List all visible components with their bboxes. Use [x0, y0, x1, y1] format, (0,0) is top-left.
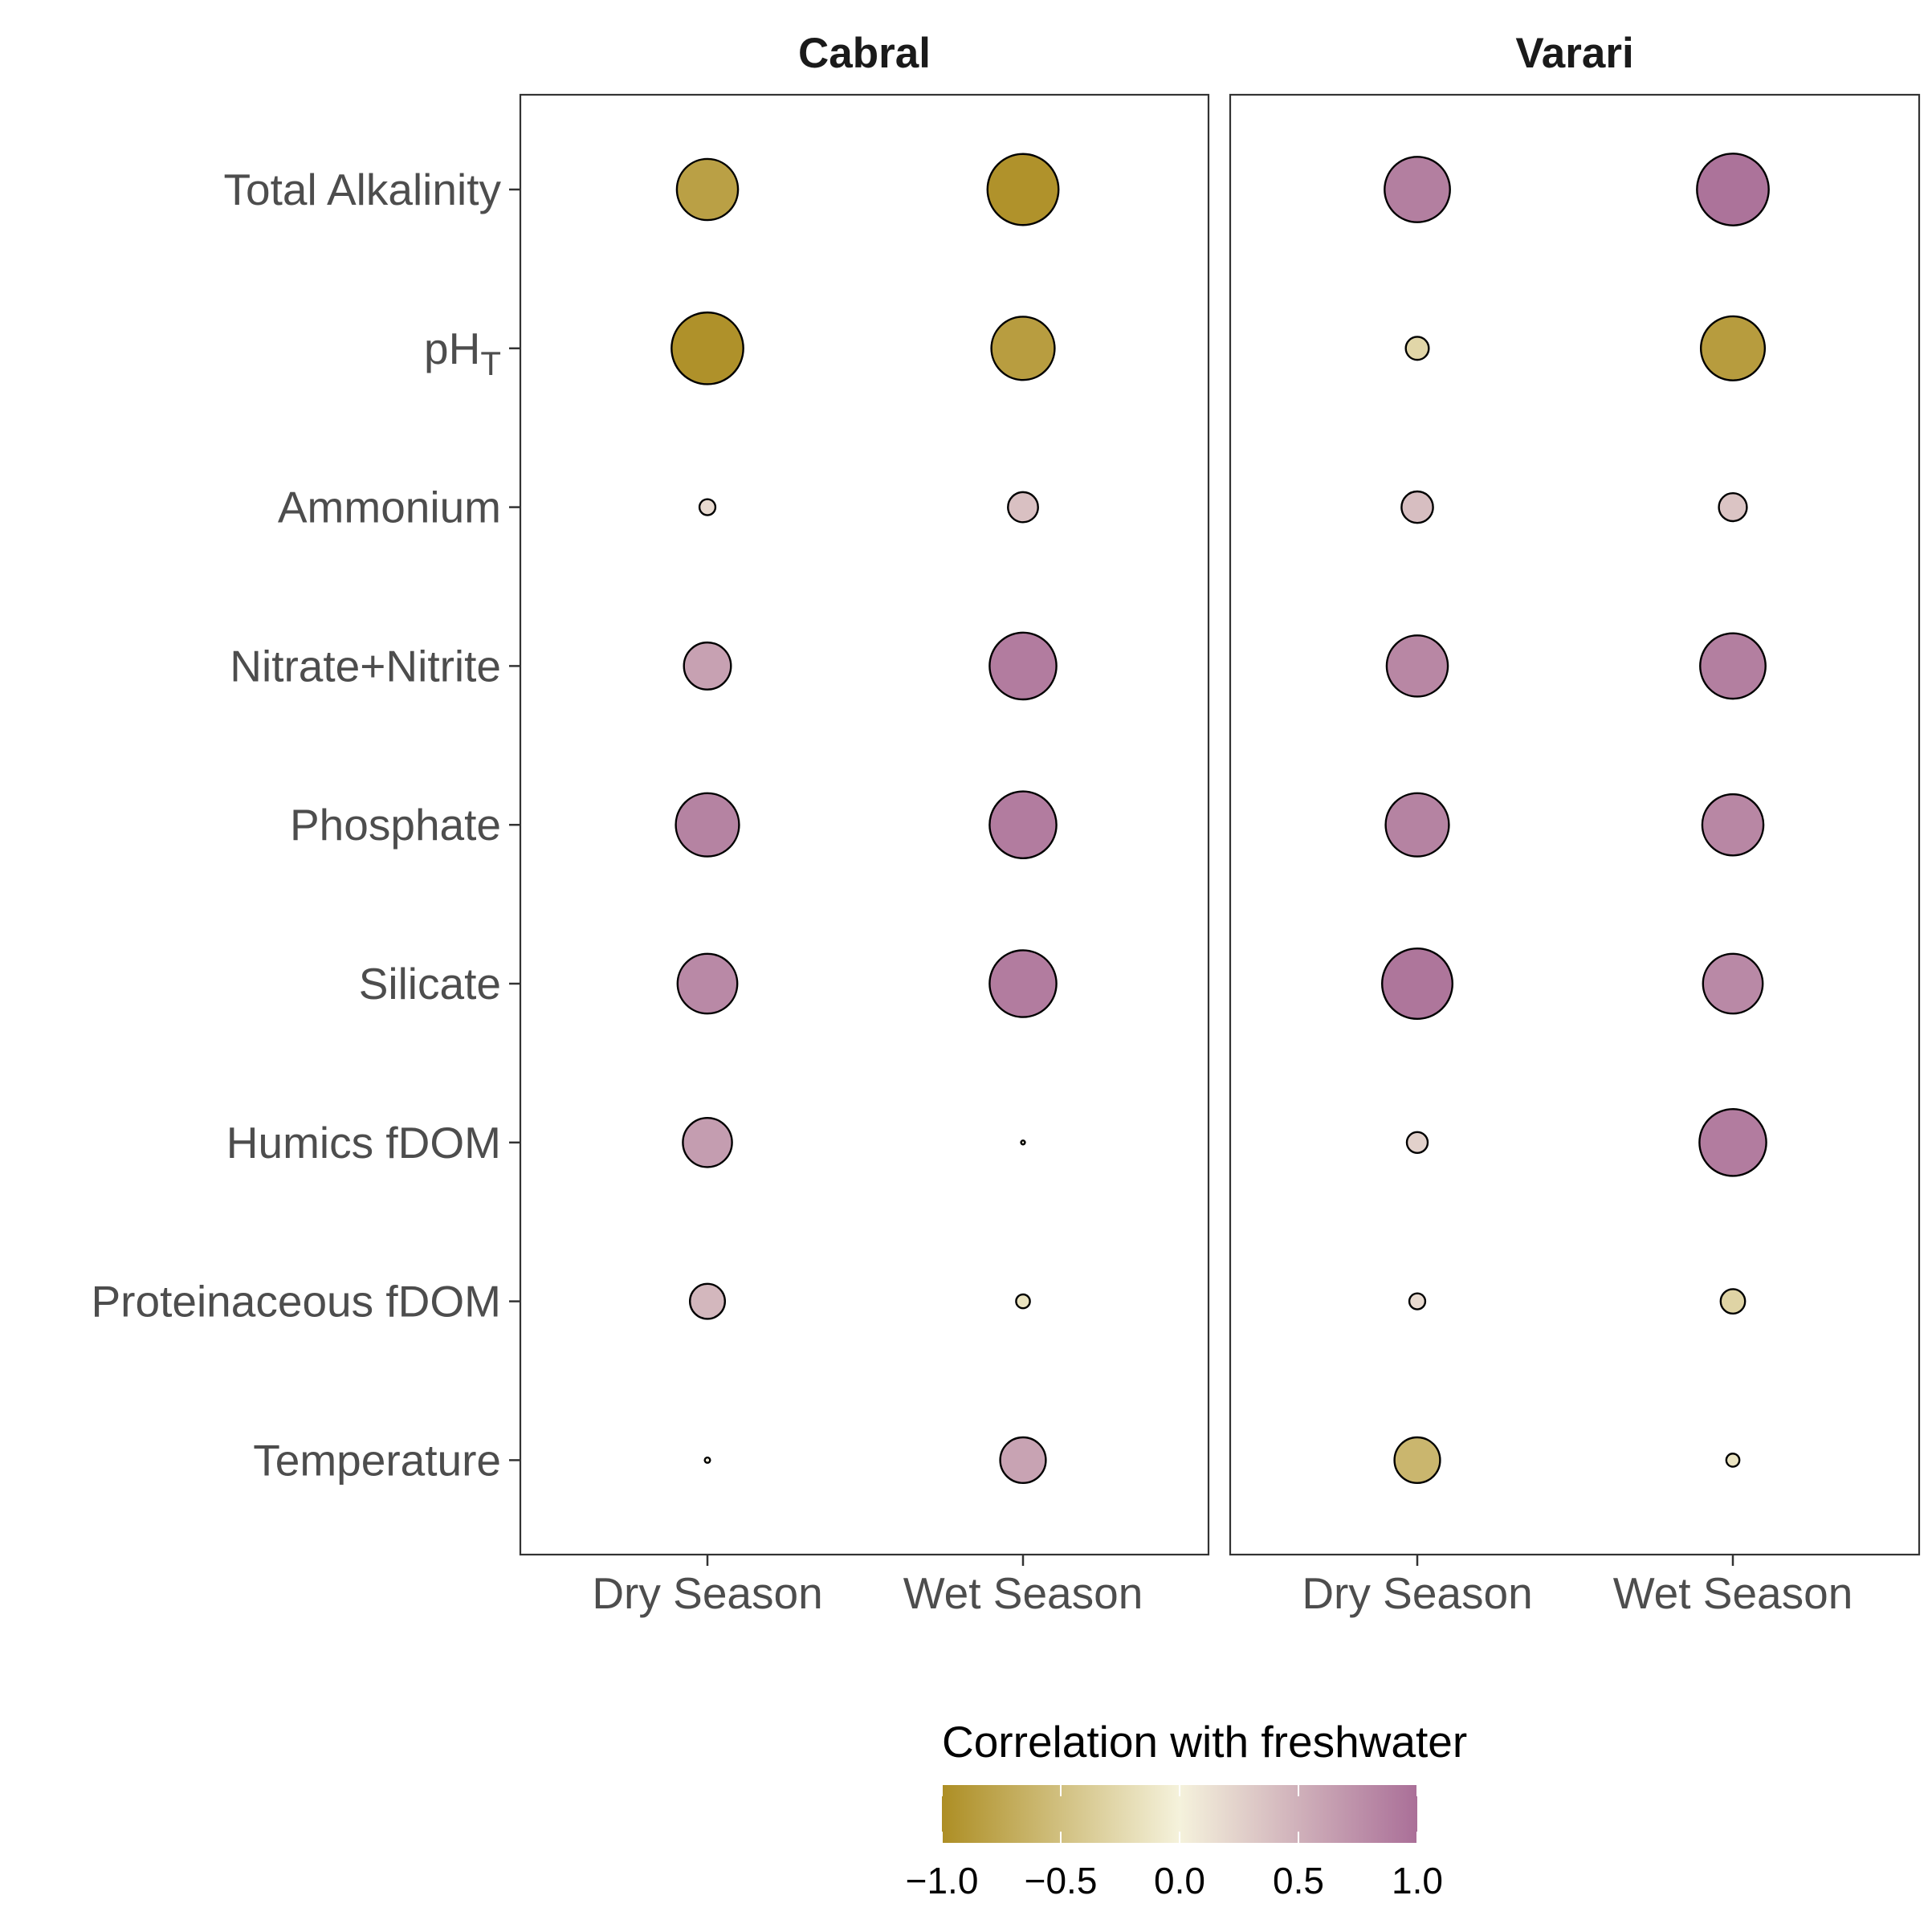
- legend-tick-label: 0.5: [1273, 1860, 1324, 1901]
- point-cabral-phosphate-wet-season: [988, 790, 1058, 859]
- point-cabral-silicate-wet-season: [988, 949, 1058, 1018]
- y-tick-label-text: Temperature: [253, 1435, 501, 1485]
- y-tick-label-subscript: T: [480, 344, 501, 382]
- point-varari-nitrate-nitrite-dry-season: [1385, 634, 1449, 698]
- point-cabral-humics-fdom-dry-season: [682, 1117, 733, 1168]
- point-varari-proteinaceous-fdom-dry-season: [1408, 1292, 1427, 1310]
- point-varari-ph-wet-season: [1699, 315, 1767, 381]
- point-cabral-proteinaceous-fdom-wet-season: [1015, 1293, 1031, 1310]
- y-tick-label-temperature: Temperature: [253, 1435, 501, 1485]
- facet-title-varari: Varari: [1515, 30, 1633, 77]
- point-cabral-ph-dry-season: [670, 311, 744, 385]
- point-cabral-nitrate-nitrite-dry-season: [683, 641, 732, 691]
- point-cabral-nitrate-nitrite-wet-season: [988, 631, 1058, 701]
- x-tick-label-dry-season: Dry Season: [1302, 1568, 1532, 1618]
- point-cabral-temperature-dry-season: [703, 1456, 711, 1464]
- point-varari-silicate-wet-season: [1702, 952, 1764, 1015]
- point-cabral-temperature-wet-season: [999, 1436, 1047, 1484]
- y-tick-label-text: Nitrate+Nitrite: [230, 641, 501, 691]
- y-tick-label-ammonium: Ammonium: [278, 483, 501, 532]
- point-cabral-ammonium-wet-season: [1007, 491, 1039, 524]
- y-tick-label-text: Ammonium: [278, 483, 501, 532]
- y-tick-label-text: Humics fDOM: [226, 1118, 501, 1168]
- y-tick-label-total-alkalinity: Total Alkalinity: [224, 165, 502, 214]
- color-legend: Correlation with freshwater −1.0 −0.5 0.0 0.…: [906, 1717, 1468, 1901]
- panel-cabral: Cabral Dry Season Wet Season: [519, 30, 1210, 1618]
- legend-tick-label: 1.0: [1392, 1860, 1443, 1901]
- point-varari-ammonium-wet-season: [1718, 491, 1748, 523]
- x-tick-label-wet-season: Wet Season: [903, 1568, 1143, 1618]
- facet-panels: Total Alkalinity pHT Ammonium Nitrate+Nitri…: [92, 30, 1921, 1618]
- panel-varari: Varari Dry Season Wet Season: [1229, 30, 1921, 1618]
- point-varari-humics-fdom-wet-season: [1698, 1108, 1767, 1177]
- panel-frame: [519, 93, 1210, 1556]
- panel-frame: [1229, 93, 1921, 1556]
- y-tick-label-ph: pHT: [424, 324, 501, 382]
- point-varari-proteinaceous-fdom-wet-season: [1719, 1288, 1747, 1315]
- x-tick-label-wet-season: Wet Season: [1613, 1568, 1853, 1618]
- facet-title-cabral: Cabral: [798, 30, 931, 77]
- point-varari-total-alkalinity-wet-season: [1696, 153, 1770, 226]
- y-tick-label-proteinaceous-fdom: Proteinaceous fDOM: [92, 1277, 502, 1327]
- y-tick-label-phosphate: Phosphate: [290, 800, 501, 850]
- point-cabral-phosphate-dry-season: [675, 792, 740, 858]
- point-varari-temperature-dry-season: [1393, 1436, 1441, 1484]
- point-cabral-ammonium-dry-season: [698, 498, 717, 516]
- point-cabral-silicate-dry-season: [676, 952, 739, 1015]
- legend-tick-label: 0.0: [1154, 1860, 1205, 1901]
- point-varari-ammonium-dry-season: [1400, 490, 1434, 524]
- point-varari-phosphate-wet-season: [1701, 793, 1765, 857]
- legend-tick-label: −0.5: [1025, 1860, 1098, 1901]
- point-cabral-total-alkalinity-dry-season: [675, 157, 740, 222]
- point-varari-silicate-dry-season: [1380, 947, 1453, 1020]
- legend-tick-label: −1.0: [906, 1860, 979, 1901]
- y-tick-label-silicate: Silicate: [359, 959, 501, 1009]
- x-tick-label-dry-season: Dry Season: [592, 1568, 822, 1618]
- y-axis: Total Alkalinity pHT Ammonium Nitrate+Nitri…: [92, 165, 520, 1485]
- point-cabral-total-alkalinity-wet-season: [986, 153, 1060, 226]
- point-varari-ph-dry-season: [1404, 336, 1430, 361]
- point-varari-phosphate-dry-season: [1384, 792, 1450, 858]
- y-tick-label-nitrate-nitrite: Nitrate+Nitrite: [230, 641, 501, 691]
- y-tick-label-text: Total Alkalinity: [224, 165, 502, 214]
- point-varari-total-alkalinity-dry-season: [1384, 156, 1451, 223]
- point-varari-humics-fdom-dry-season: [1405, 1131, 1429, 1155]
- legend-title: Correlation with freshwater: [942, 1717, 1467, 1767]
- y-tick-label-text: pH: [424, 324, 480, 373]
- point-varari-nitrate-nitrite-wet-season: [1699, 632, 1767, 700]
- point-cabral-ph-wet-season: [990, 316, 1056, 381]
- y-tick-label-text: Silicate: [359, 959, 501, 1009]
- y-tick-label-text: Phosphate: [290, 800, 501, 850]
- point-varari-temperature-wet-season: [1725, 1453, 1741, 1468]
- y-tick-label-text: Proteinaceous fDOM: [92, 1277, 502, 1327]
- y-tick-label-humics-fdom: Humics fDOM: [226, 1118, 501, 1168]
- point-cabral-humics-fdom-wet-season: [1020, 1139, 1026, 1146]
- point-cabral-proteinaceous-fdom-dry-season: [689, 1282, 727, 1320]
